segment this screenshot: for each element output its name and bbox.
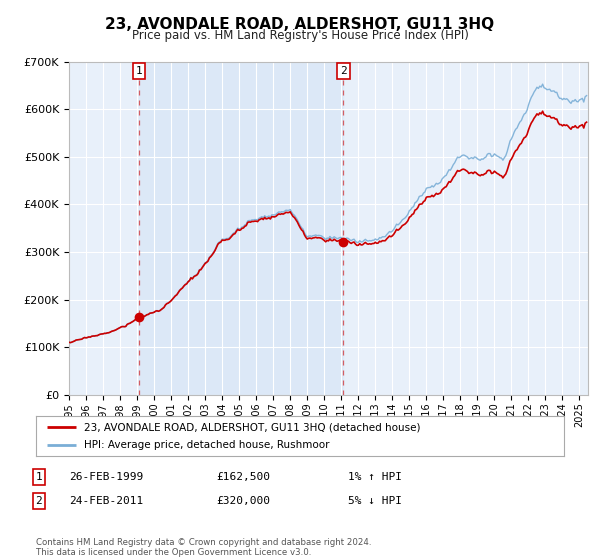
Text: 26-FEB-1999: 26-FEB-1999	[69, 472, 143, 482]
Text: 2: 2	[340, 66, 347, 76]
Text: 1: 1	[35, 472, 43, 482]
Text: Price paid vs. HM Land Registry's House Price Index (HPI): Price paid vs. HM Land Registry's House …	[131, 29, 469, 42]
Text: 1% ↑ HPI: 1% ↑ HPI	[348, 472, 402, 482]
Text: Contains HM Land Registry data © Crown copyright and database right 2024.
This d: Contains HM Land Registry data © Crown c…	[36, 538, 371, 557]
Text: 23, AVONDALE ROAD, ALDERSHOT, GU11 3HQ (detached house): 23, AVONDALE ROAD, ALDERSHOT, GU11 3HQ (…	[83, 422, 420, 432]
Text: 2: 2	[35, 496, 43, 506]
Bar	[139, 62, 343, 395]
Text: 5% ↓ HPI: 5% ↓ HPI	[348, 496, 402, 506]
Text: 1: 1	[136, 66, 143, 76]
Text: £162,500: £162,500	[216, 472, 270, 482]
Text: 24-FEB-2011: 24-FEB-2011	[69, 496, 143, 506]
Text: £320,000: £320,000	[216, 496, 270, 506]
Text: 23, AVONDALE ROAD, ALDERSHOT, GU11 3HQ: 23, AVONDALE ROAD, ALDERSHOT, GU11 3HQ	[106, 17, 494, 32]
Text: HPI: Average price, detached house, Rushmoor: HPI: Average price, detached house, Rush…	[83, 440, 329, 450]
